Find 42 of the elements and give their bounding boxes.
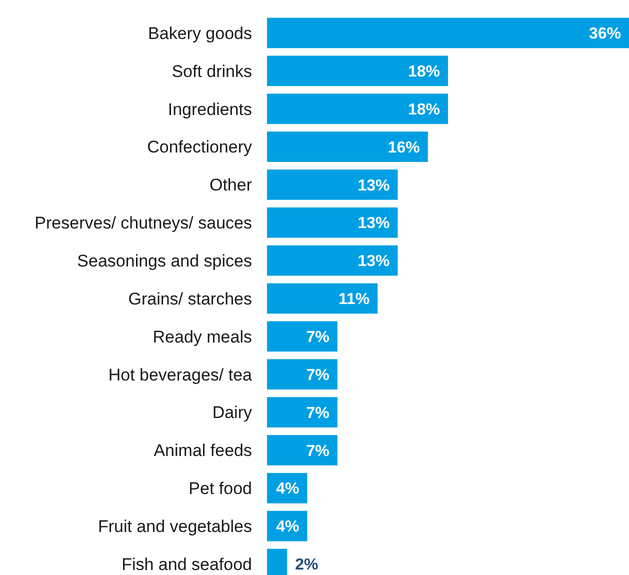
bar — [267, 94, 448, 124]
bar — [267, 245, 398, 276]
data-label: 7% — [306, 404, 330, 422]
bar — [267, 18, 629, 48]
data-label: 18% — [408, 101, 440, 118]
y-tick-label: Hot beverages/ tea — [108, 365, 253, 384]
y-tick-label: Grains/ starches — [128, 289, 252, 308]
bar — [267, 321, 338, 352]
y-tick-label: Seasonings and spices — [77, 251, 252, 270]
data-label: 13% — [358, 177, 390, 194]
y-tick-label: Soft drinks — [172, 62, 252, 81]
y-tick-label: Preserves/ chutneys/ sauces — [34, 214, 252, 233]
bar — [267, 435, 338, 466]
data-label: 4% — [276, 518, 300, 536]
data-label: 16% — [388, 139, 420, 156]
data-label: 7% — [306, 366, 330, 384]
bar — [267, 56, 448, 86]
data-label: 13% — [358, 215, 390, 232]
data-label: 13% — [358, 253, 390, 270]
data-label: 36% — [588, 26, 621, 43]
y-tick-label: Dairy — [212, 403, 252, 422]
y-tick-label: Confectionery — [147, 138, 252, 157]
bar — [267, 283, 378, 314]
bar — [267, 207, 398, 238]
data-label: 7% — [306, 329, 330, 346]
data-label: 11% — [338, 291, 370, 308]
bar — [267, 397, 338, 428]
y-tick-label: Ready meals — [152, 327, 252, 346]
data-label: 2% — [295, 556, 318, 574]
bar — [267, 359, 338, 390]
y-tick-label: Fruit and vegetables — [98, 517, 252, 536]
data-label: 18% — [408, 63, 440, 80]
bar — [267, 170, 398, 200]
y-tick-label: Ingredients — [168, 100, 252, 119]
y-tick-label: Pet food — [188, 479, 252, 498]
y-tick-label: Bakery goods — [148, 24, 252, 43]
bar — [267, 132, 428, 162]
y-tick-label: Other — [209, 176, 252, 195]
y-tick-label: Animal feeds — [154, 441, 252, 460]
y-tick-label: Fish and seafood — [122, 554, 252, 574]
data-label: 7% — [306, 442, 330, 460]
data-label: 4% — [276, 480, 300, 498]
